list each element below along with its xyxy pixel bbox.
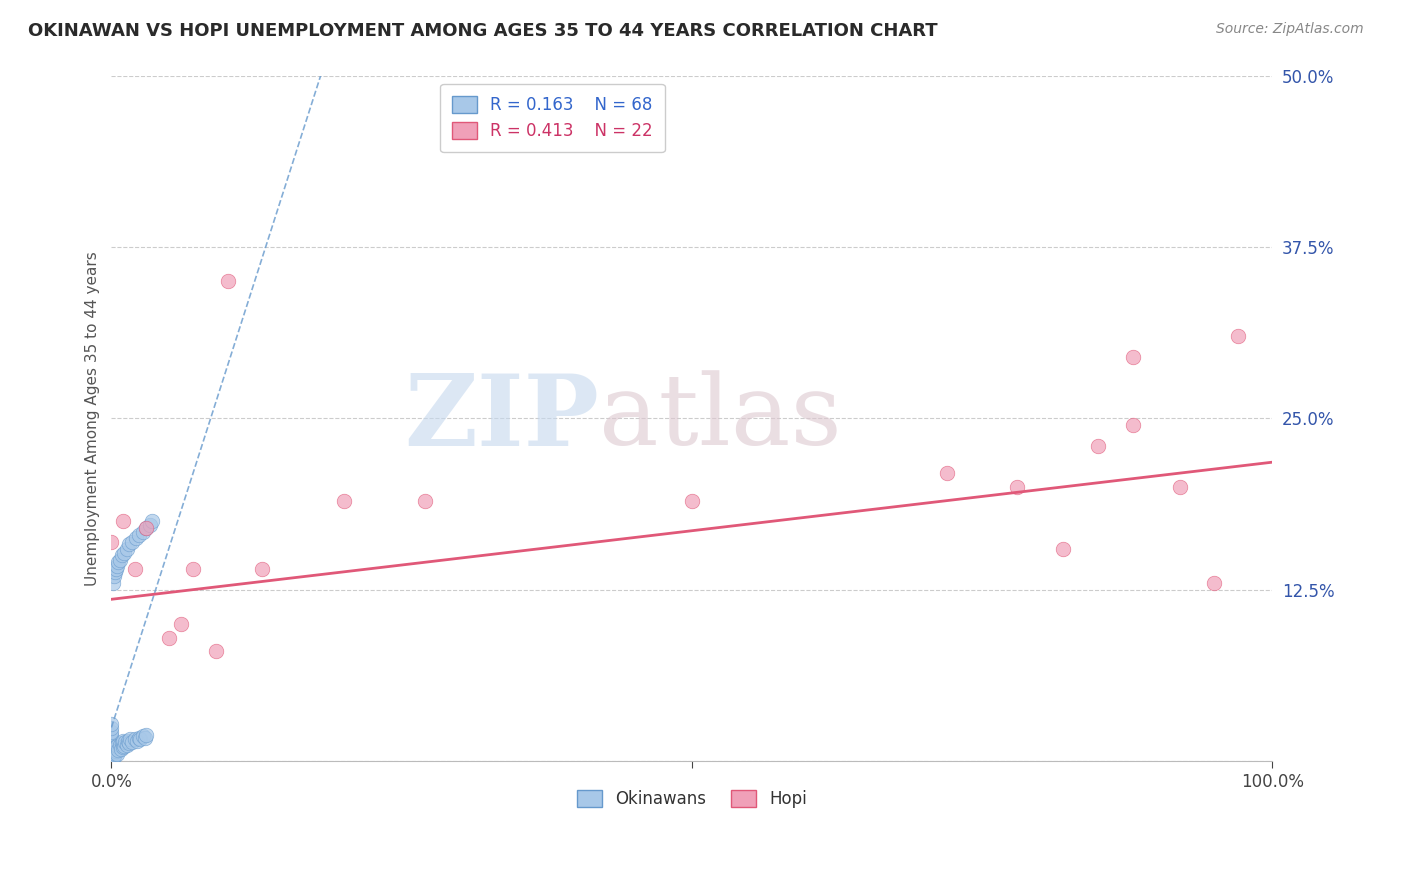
Point — [100, 717, 122, 731]
Point — [111, 514, 134, 528]
Point — [128, 731, 150, 745]
Point — [1052, 541, 1074, 556]
Point — [100, 738, 122, 752]
Point — [936, 466, 959, 480]
Point — [100, 740, 122, 755]
Point — [101, 575, 124, 590]
Point — [1087, 439, 1109, 453]
Point — [100, 747, 122, 762]
Point — [105, 739, 128, 753]
Point — [124, 732, 146, 747]
Text: Source: ZipAtlas.com: Source: ZipAtlas.com — [1216, 22, 1364, 37]
Point — [1168, 480, 1191, 494]
Point — [100, 750, 122, 764]
Point — [112, 739, 135, 753]
Point — [132, 525, 155, 540]
Text: ZIP: ZIP — [404, 370, 599, 467]
Point — [205, 644, 228, 658]
Point — [1005, 480, 1028, 494]
Point — [103, 569, 125, 583]
Point — [135, 521, 157, 535]
Point — [135, 728, 157, 742]
Point — [104, 747, 127, 762]
Point — [141, 514, 163, 528]
Point — [125, 531, 148, 545]
Point — [134, 731, 156, 745]
Point — [170, 617, 193, 632]
Point — [107, 743, 129, 757]
Point — [100, 748, 122, 763]
Point — [101, 746, 124, 760]
Point — [159, 631, 181, 645]
Point — [100, 754, 122, 768]
Point — [121, 534, 143, 549]
Point — [111, 740, 134, 755]
Point — [100, 751, 122, 765]
Point — [103, 743, 125, 757]
Point — [100, 721, 122, 735]
Point — [118, 537, 141, 551]
Point — [105, 559, 128, 574]
Point — [181, 562, 204, 576]
Point — [100, 725, 122, 739]
Point — [138, 518, 160, 533]
Point — [110, 741, 132, 756]
Point — [100, 733, 122, 747]
Point — [114, 735, 136, 749]
Text: atlas: atlas — [599, 370, 842, 467]
Point — [100, 731, 122, 745]
Point — [1122, 350, 1144, 364]
Point — [217, 274, 239, 288]
Point — [101, 753, 124, 767]
Point — [681, 493, 703, 508]
Point — [121, 735, 143, 749]
Point — [118, 736, 141, 750]
Point — [112, 546, 135, 560]
Point — [132, 730, 155, 744]
Point — [104, 565, 127, 579]
Point — [108, 552, 131, 566]
Point — [125, 733, 148, 747]
Point — [135, 521, 157, 535]
Point — [115, 541, 138, 556]
Point — [115, 738, 138, 752]
Point — [107, 555, 129, 569]
Point — [104, 740, 127, 755]
Point — [100, 728, 122, 742]
Point — [105, 744, 128, 758]
Point — [332, 493, 354, 508]
Point — [252, 562, 274, 576]
Point — [100, 754, 122, 768]
Y-axis label: Unemployment Among Ages 35 to 44 years: Unemployment Among Ages 35 to 44 years — [86, 251, 100, 586]
Text: OKINAWAN VS HOPI UNEMPLOYMENT AMONG AGES 35 TO 44 YEARS CORRELATION CHART: OKINAWAN VS HOPI UNEMPLOYMENT AMONG AGES… — [28, 22, 938, 40]
Point — [413, 493, 436, 508]
Point — [117, 733, 139, 747]
Point — [105, 562, 128, 576]
Legend: Okinawans, Hopi: Okinawans, Hopi — [569, 783, 814, 814]
Point — [100, 741, 122, 756]
Point — [108, 738, 131, 752]
Point — [128, 528, 150, 542]
Point — [118, 732, 141, 747]
Point — [111, 736, 134, 750]
Point — [1122, 418, 1144, 433]
Point — [100, 746, 122, 760]
Point — [100, 754, 122, 768]
Point — [124, 562, 146, 576]
Point — [1226, 329, 1249, 343]
Point — [101, 750, 124, 764]
Point — [105, 747, 128, 762]
Point — [100, 743, 122, 757]
Point — [100, 753, 122, 767]
Point — [111, 549, 134, 563]
Point — [1204, 575, 1226, 590]
Point — [111, 733, 134, 747]
Point — [129, 732, 152, 747]
Point — [100, 744, 122, 758]
Point — [100, 534, 122, 549]
Point — [103, 748, 125, 763]
